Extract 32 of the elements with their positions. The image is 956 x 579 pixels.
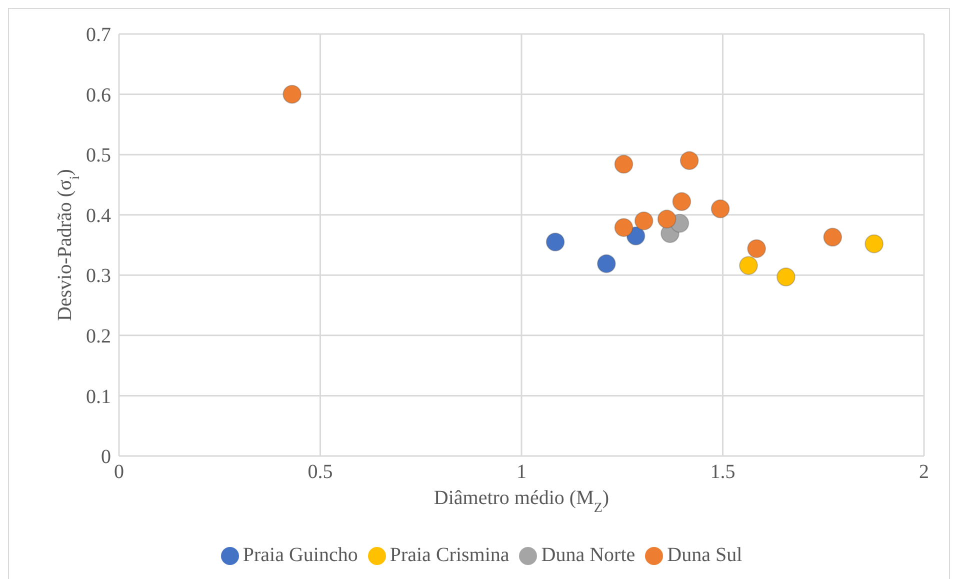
point: [776, 268, 796, 286]
x-tick-label: 1: [516, 461, 526, 484]
y-tick-label: 0: [101, 446, 111, 468]
point: [680, 151, 699, 170]
y-tick-label: 0.7: [86, 24, 111, 46]
x-tick-label: 1.5: [710, 461, 736, 484]
y-tick-label: 0.4: [86, 204, 111, 227]
legend-label: Praia Crismina: [390, 544, 510, 566]
point: [546, 232, 565, 252]
y-tick-label: 0.1: [86, 386, 111, 408]
point: [672, 192, 692, 211]
x-axis-title: Diâmetro médio (M$_{Z}$): [434, 487, 610, 516]
y-tick-label: 0.6: [86, 84, 111, 106]
x-tick-label: 0.5: [308, 461, 333, 484]
legend-label: Praia Guincho: [242, 544, 358, 566]
point: [657, 210, 676, 228]
x-tick-label: 2: [919, 461, 929, 484]
point: [864, 234, 884, 254]
point: [739, 256, 758, 275]
legend-label: Duna Sul: [667, 544, 742, 566]
point: [614, 218, 634, 237]
point: [634, 211, 654, 230]
point: [823, 228, 842, 247]
y-tick-label: 0.2: [86, 326, 111, 348]
y-tick-label: 0.5: [86, 144, 111, 167]
point: [710, 199, 730, 218]
point: [597, 254, 616, 274]
point: [282, 84, 302, 104]
point: [747, 239, 766, 258]
legend-label: Duna Norte: [541, 544, 636, 566]
point: [614, 154, 634, 174]
y-tick-label: 0.3: [86, 265, 111, 288]
